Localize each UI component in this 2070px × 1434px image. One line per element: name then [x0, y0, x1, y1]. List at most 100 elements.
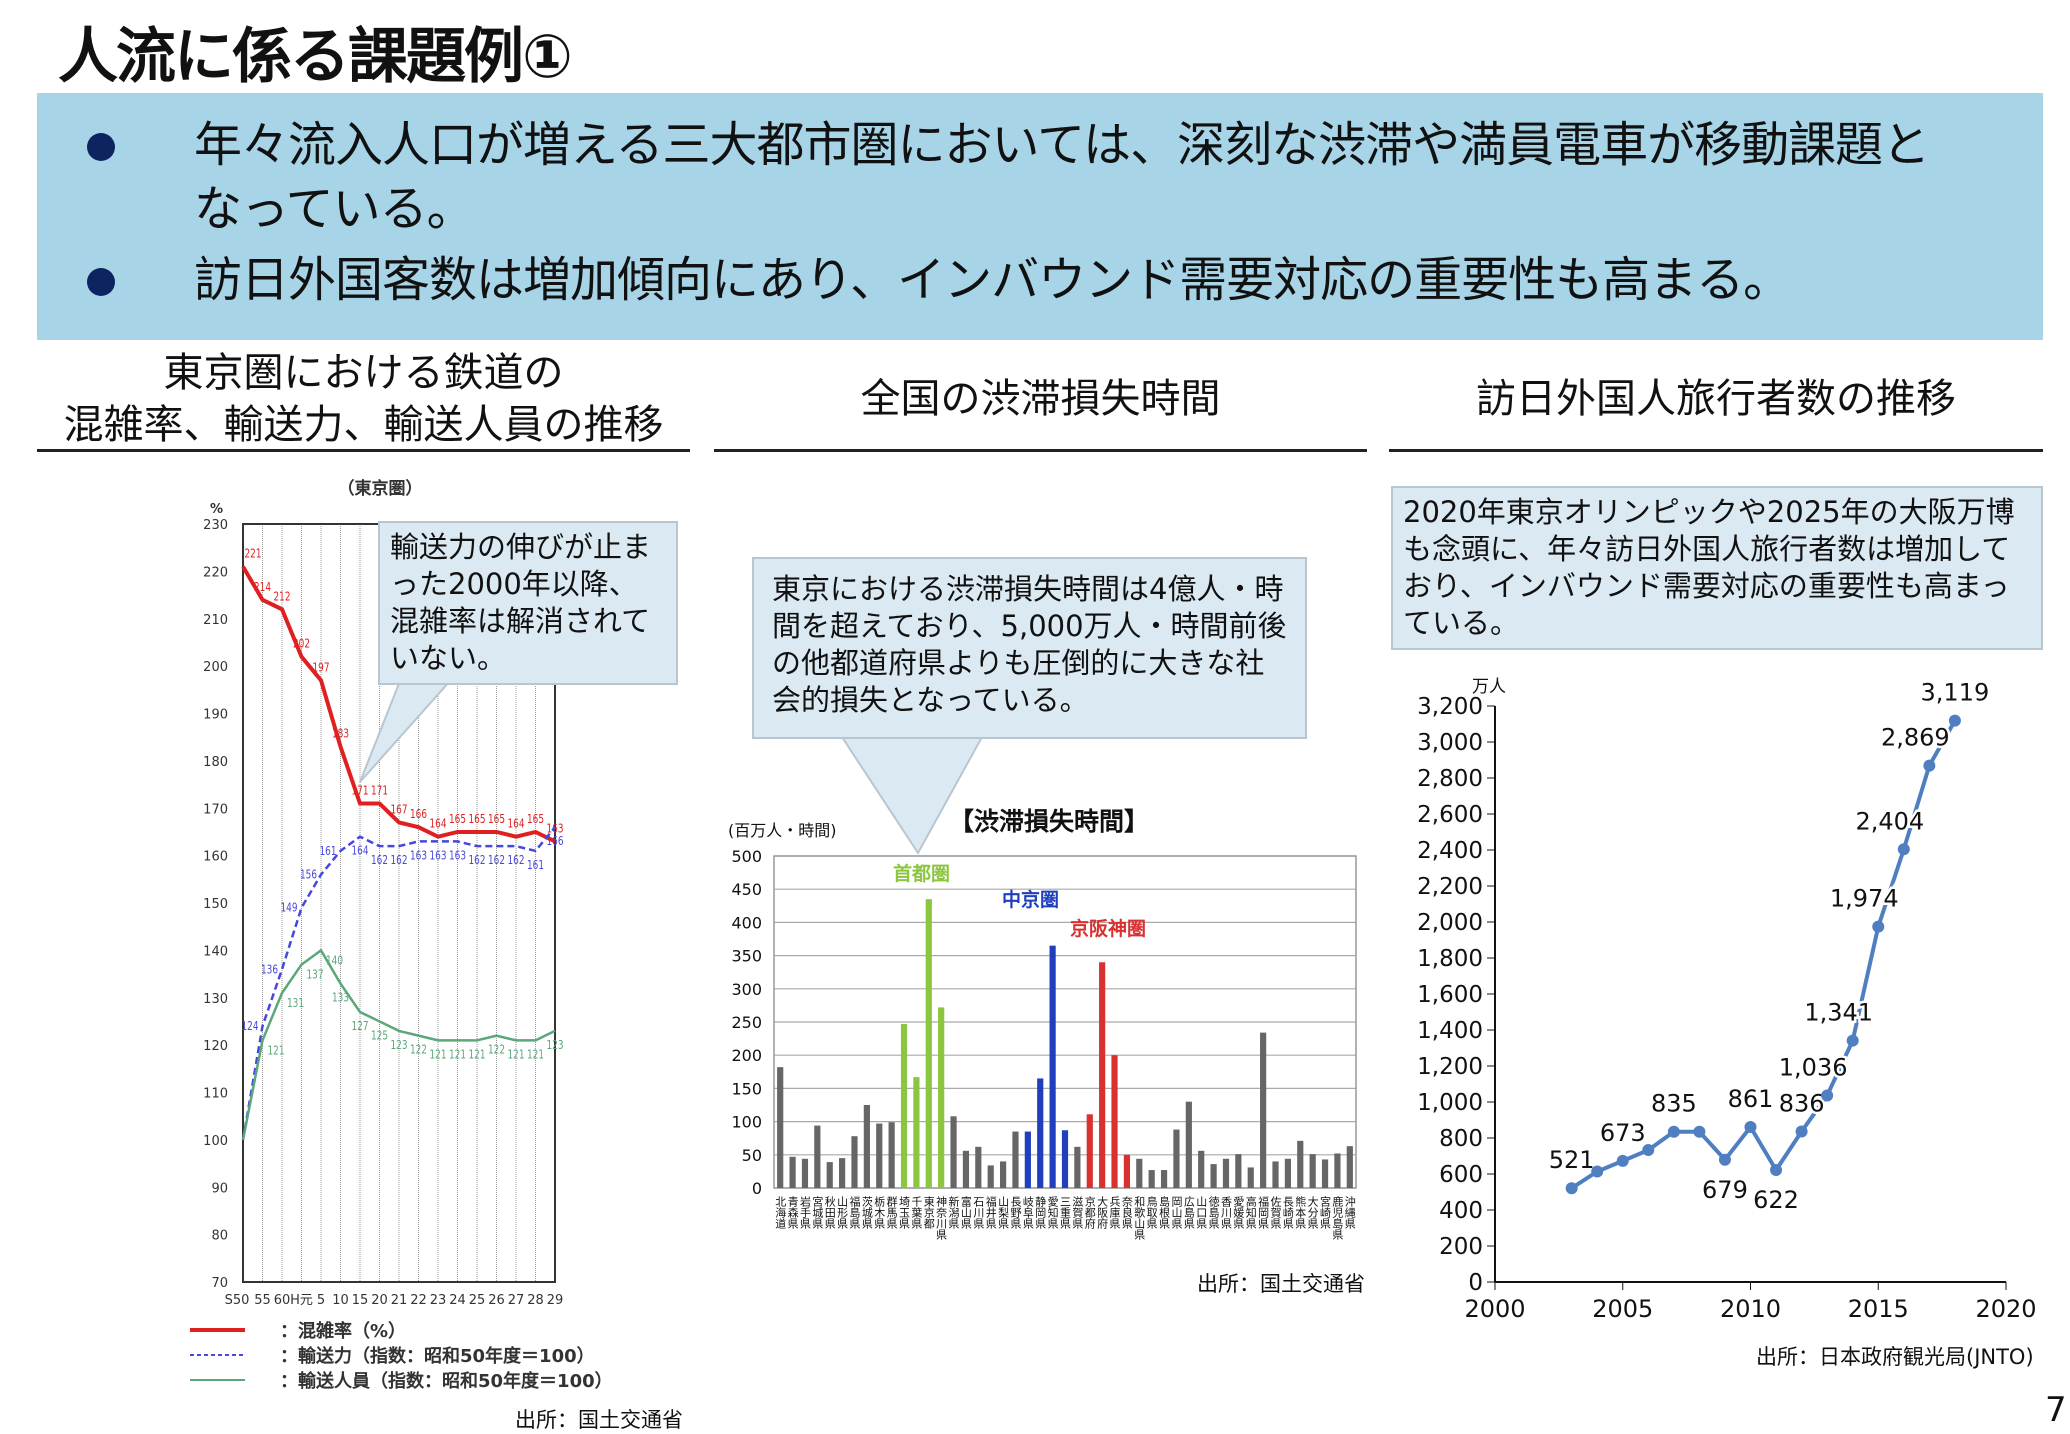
data-label: 127 — [352, 1019, 369, 1033]
bar-愛媛県 — [1235, 1154, 1242, 1188]
y-tick-label: 120 — [203, 1039, 228, 1054]
bar-福岡県 — [1260, 1032, 1267, 1188]
data-label: 165 — [469, 812, 486, 826]
data-label: 161 — [320, 844, 337, 858]
x-tick-label: 茨城県 — [860, 1195, 873, 1230]
data-label: 121 — [268, 1043, 285, 1057]
x-tick-label: S50 — [225, 1293, 250, 1308]
y-tick-label: 2,200 — [1417, 874, 1483, 900]
x-tick-label: 滋賀県 — [1071, 1196, 1084, 1230]
y-tick-label: 210 — [203, 613, 228, 628]
data-label: 140 — [326, 953, 343, 967]
data-point — [1565, 1182, 1578, 1195]
data-label: 123 — [547, 1038, 564, 1052]
data-point — [1667, 1125, 1680, 1138]
x-tick-label: 岩手県 — [798, 1195, 811, 1230]
y-tick-label: 450 — [731, 880, 762, 899]
bar-東京都 — [925, 899, 932, 1188]
bar-新潟県 — [950, 1116, 957, 1188]
x-tick-label: 東京都 — [922, 1196, 935, 1229]
data-label: 1,341 — [1804, 999, 1873, 1027]
data-label: 163 — [449, 848, 466, 862]
bullet-icon — [87, 133, 115, 161]
x-tick-label: 大阪府 — [1096, 1195, 1109, 1230]
group-label: 中京圏 — [1002, 888, 1059, 911]
legend-label: ：輸送人員（指数：昭和50年度＝100） — [280, 1370, 613, 1392]
data-label: 162 — [371, 853, 388, 867]
bar-岩手県 — [801, 1158, 809, 1188]
x-tick-label: 広島県 — [1182, 1196, 1195, 1230]
data-label: 171 — [371, 784, 388, 798]
data-label: 2,404 — [1855, 807, 1924, 835]
x-tick-label: 岐阜県 — [1021, 1196, 1034, 1230]
bar-栃木県 — [876, 1123, 883, 1188]
x-tick-label: 5 — [317, 1293, 325, 1308]
bar-滋賀県 — [1074, 1146, 1081, 1188]
x-tick-label: 大分県 — [1306, 1195, 1319, 1230]
y-axis-label: 万人 — [1472, 677, 1506, 697]
x-tick-label: 富山県 — [959, 1195, 972, 1230]
x-tick-label: 26 — [488, 1293, 505, 1308]
x-tick-label: 山梨県 — [997, 1196, 1010, 1230]
x-tick-label: 高知県 — [1244, 1195, 1257, 1230]
x-tick-label: 28 — [527, 1293, 544, 1308]
y-tick-label: 2,600 — [1417, 802, 1483, 828]
x-tick-label: 長崎県 — [1281, 1196, 1294, 1230]
y-tick-label: 80 — [211, 1229, 228, 1244]
legend-label: ：輸送力（指数：昭和50年度＝100） — [280, 1345, 595, 1367]
data-label: 166 — [547, 834, 564, 848]
x-tick-label: 2005 — [1592, 1295, 1653, 1323]
y-tick-label: 1,200 — [1417, 1054, 1483, 1080]
x-tick-label: 20 — [371, 1293, 388, 1308]
data-label: 164 — [508, 817, 525, 831]
data-label: 673 — [1600, 1119, 1646, 1147]
data-label: 125 — [371, 1028, 388, 1042]
data-label: 2,869 — [1881, 724, 1950, 752]
data-label: 121 — [508, 1047, 525, 1061]
legend-label: ：混雑率（%） — [280, 1320, 406, 1342]
series-line-0 — [241, 565, 556, 844]
data-label: 162 — [469, 853, 486, 867]
data-point — [1693, 1125, 1706, 1138]
bar-島根県 — [1160, 1170, 1168, 1188]
congestion-source: 出所：国土交通省 — [1197, 1272, 1365, 1296]
bar-福井県 — [987, 1165, 994, 1188]
summary-box: 年々流入人口が増える三大都市圏においては、深刻な渋滞や満員電車が移動課題と なって… — [37, 93, 2043, 340]
data-label: 121 — [430, 1047, 447, 1061]
y-tick-label: 190 — [203, 708, 228, 723]
bullet-text: 年々流入人口が増える三大都市圏においては、深刻な渋滞や満員電車が移動課題と — [194, 117, 1930, 173]
x-tick-label: 京都府 — [1083, 1195, 1096, 1230]
x-tick-label: 神奈川県 — [935, 1195, 948, 1241]
data-point — [1770, 1164, 1783, 1177]
data-point — [1897, 843, 1910, 856]
bar-宮崎県 — [1321, 1159, 1329, 1188]
y-tick-label: 800 — [1439, 1126, 1483, 1152]
y-tick-label: 0 — [752, 1179, 762, 1198]
data-label: 149 — [281, 901, 298, 915]
series-line-1 — [241, 826, 556, 1141]
y-tick-label: 100 — [731, 1113, 762, 1132]
bar-熊本県 — [1297, 1140, 1304, 1188]
bar-広島県 — [1185, 1101, 1192, 1188]
y-axis-label: (百万人・時間) — [728, 821, 837, 840]
bar-徳島県 — [1210, 1164, 1217, 1188]
y-tick-label: 2,400 — [1417, 838, 1483, 864]
x-tick-label: 55 — [254, 1293, 271, 1308]
bar-鹿児島県 — [1334, 1153, 1341, 1188]
y-tick-label: 3,000 — [1417, 730, 1483, 756]
data-point — [1948, 714, 1961, 727]
bar-茨城県 — [863, 1105, 870, 1188]
data-label: 156 — [300, 868, 317, 882]
bar-長野県 — [1012, 1131, 1019, 1188]
data-label: 121 — [449, 1047, 466, 1061]
data-point — [1872, 920, 1885, 933]
data-label: 161 — [527, 858, 544, 872]
data-point — [1744, 1121, 1757, 1134]
bar-秋田県 — [826, 1162, 833, 1188]
x-tick-label: 21 — [391, 1293, 408, 1308]
bar-鳥取県 — [1148, 1170, 1155, 1188]
data-point — [1795, 1125, 1808, 1138]
data-point — [1616, 1154, 1629, 1167]
bar-沖縄県 — [1346, 1146, 1353, 1188]
